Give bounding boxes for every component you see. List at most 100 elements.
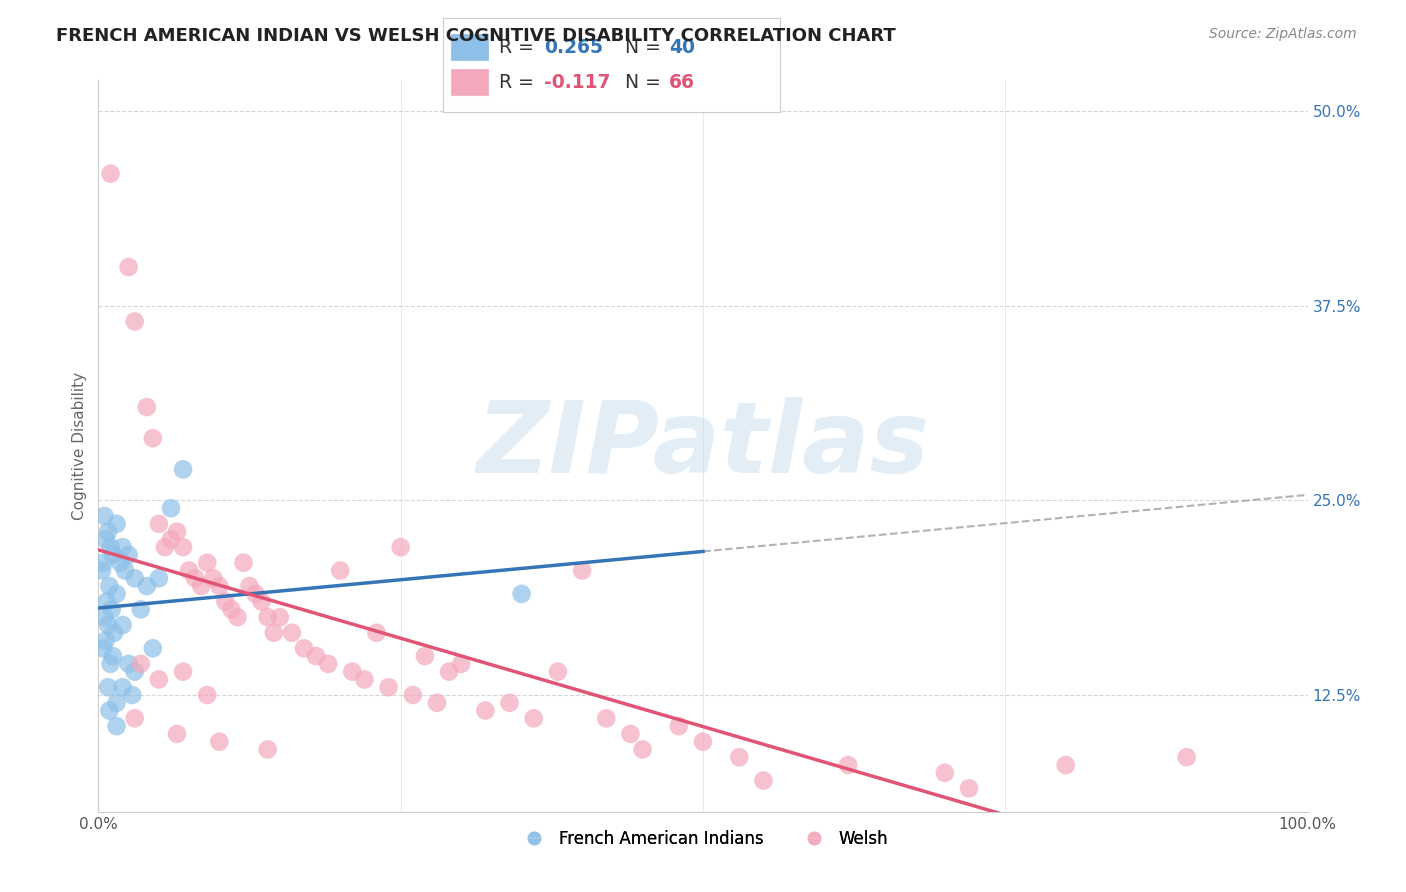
Point xyxy=(1054,758,1077,772)
Point xyxy=(263,625,285,640)
Point xyxy=(934,765,956,780)
Point xyxy=(97,524,120,539)
Point xyxy=(108,556,131,570)
Point xyxy=(377,680,399,694)
Text: Source: ZipAtlas.com: Source: ZipAtlas.com xyxy=(1209,27,1357,41)
Point xyxy=(239,579,262,593)
Point xyxy=(100,602,122,616)
Point xyxy=(179,564,201,578)
Point xyxy=(118,260,141,274)
Text: FRENCH AMERICAN INDIAN VS WELSH COGNITIVE DISABILITY CORRELATION CHART: FRENCH AMERICAN INDIAN VS WELSH COGNITIV… xyxy=(56,27,896,45)
Point xyxy=(142,641,165,656)
Point xyxy=(957,781,980,796)
Text: R =: R = xyxy=(499,37,540,56)
Point xyxy=(148,516,170,531)
Point xyxy=(195,688,218,702)
Point xyxy=(93,610,115,624)
Point xyxy=(111,680,134,694)
Point xyxy=(148,673,170,687)
Point xyxy=(281,625,304,640)
Point xyxy=(571,564,593,578)
Point xyxy=(837,758,859,772)
Point xyxy=(98,579,121,593)
Point xyxy=(93,509,115,524)
Point xyxy=(474,704,496,718)
Point xyxy=(111,540,134,554)
Point xyxy=(118,657,141,671)
Point xyxy=(129,657,152,671)
Point xyxy=(250,594,273,608)
Point xyxy=(135,579,157,593)
Point xyxy=(245,587,267,601)
Point xyxy=(195,556,218,570)
Point xyxy=(111,618,134,632)
Point xyxy=(100,540,122,554)
Point xyxy=(316,657,339,671)
Text: R =: R = xyxy=(499,73,540,92)
Point xyxy=(105,587,128,601)
Point xyxy=(413,649,436,664)
Point xyxy=(103,625,125,640)
Text: N =: N = xyxy=(626,73,666,92)
Point xyxy=(97,680,120,694)
Point xyxy=(668,719,690,733)
Point xyxy=(124,711,146,725)
Point xyxy=(129,602,152,616)
Point xyxy=(172,462,194,476)
Point xyxy=(437,665,460,679)
Point xyxy=(305,649,328,664)
Point xyxy=(153,540,176,554)
Point xyxy=(172,665,194,679)
Point xyxy=(91,641,114,656)
Point xyxy=(97,618,120,632)
Point xyxy=(1175,750,1198,764)
Point xyxy=(498,696,520,710)
Point xyxy=(114,564,136,578)
Point xyxy=(402,688,425,702)
Text: 0.265: 0.265 xyxy=(544,37,603,56)
Point xyxy=(202,571,225,585)
Point xyxy=(100,167,122,181)
Point xyxy=(450,657,472,671)
Point xyxy=(96,594,118,608)
Text: 40: 40 xyxy=(669,37,695,56)
Point xyxy=(631,742,654,756)
Point xyxy=(91,564,114,578)
Point xyxy=(547,665,569,679)
Point xyxy=(100,657,122,671)
Point xyxy=(426,696,449,710)
Point xyxy=(91,556,114,570)
Point xyxy=(510,587,533,601)
Point xyxy=(619,727,641,741)
Point xyxy=(692,734,714,748)
Point xyxy=(94,633,117,648)
Point xyxy=(329,564,352,578)
Point xyxy=(292,641,315,656)
Point xyxy=(208,734,231,748)
FancyBboxPatch shape xyxy=(451,34,488,60)
Point xyxy=(135,400,157,414)
Point xyxy=(160,501,183,516)
Text: ZIPatlas: ZIPatlas xyxy=(477,398,929,494)
Point xyxy=(190,579,212,593)
Point xyxy=(214,594,236,608)
Point xyxy=(256,610,278,624)
Point xyxy=(98,704,121,718)
Text: 66: 66 xyxy=(669,73,695,92)
Point xyxy=(101,548,124,562)
Point xyxy=(366,625,388,640)
Point xyxy=(148,571,170,585)
Point xyxy=(124,314,146,328)
Point xyxy=(595,711,617,725)
Point xyxy=(160,533,183,547)
Text: -0.117: -0.117 xyxy=(544,73,610,92)
Point xyxy=(353,673,375,687)
Point xyxy=(166,524,188,539)
Point xyxy=(124,571,146,585)
Y-axis label: Cognitive Disability: Cognitive Disability xyxy=(72,372,87,520)
Legend: French American Indians, Welsh: French American Indians, Welsh xyxy=(510,823,896,855)
Point xyxy=(184,571,207,585)
Point xyxy=(101,649,124,664)
Point xyxy=(342,665,364,679)
Point xyxy=(94,533,117,547)
